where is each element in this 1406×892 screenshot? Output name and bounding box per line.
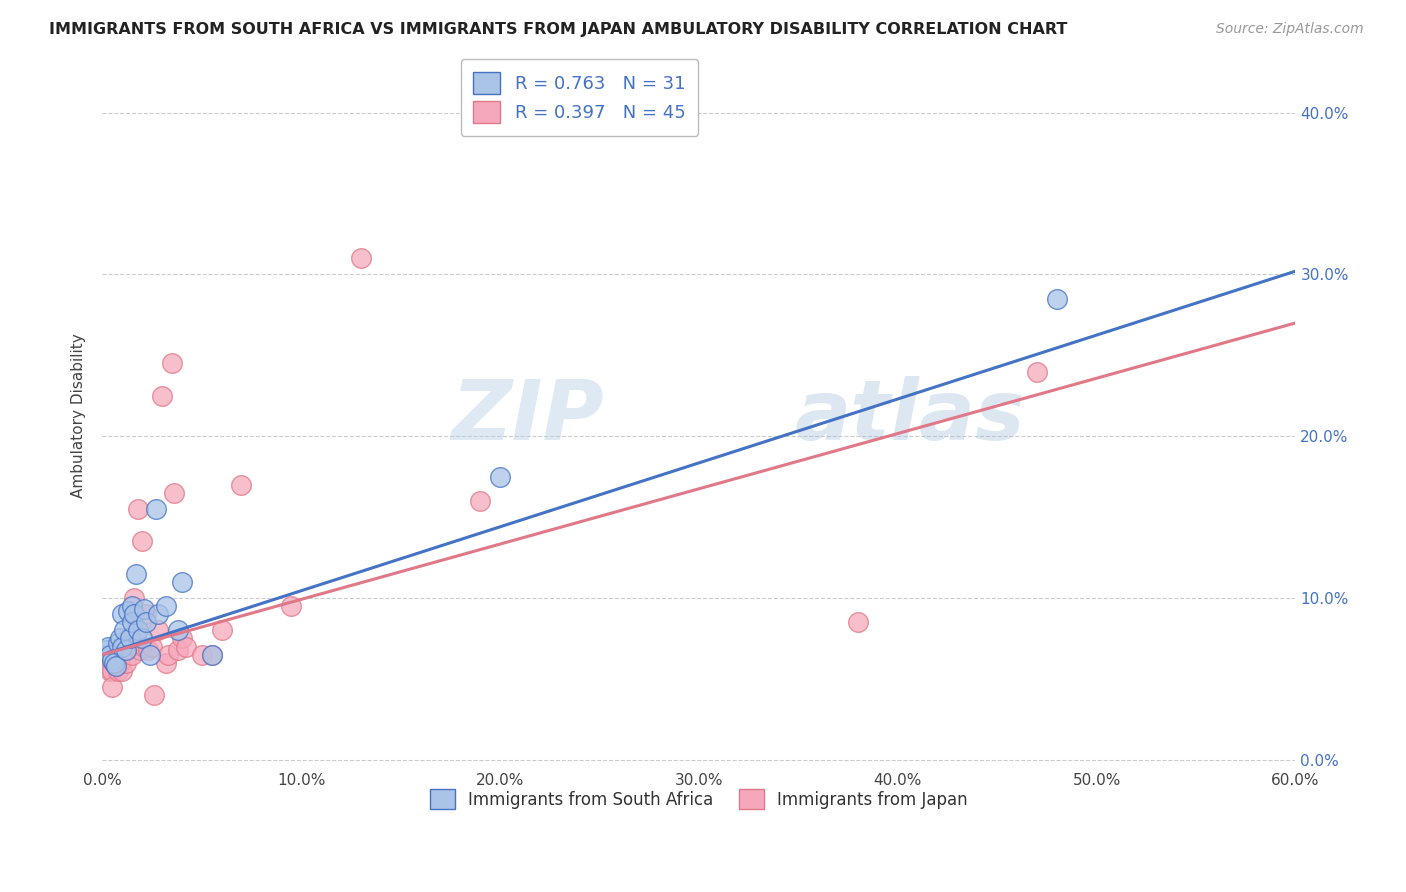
Point bbox=[132, 640, 155, 654]
Point bbox=[170, 574, 193, 589]
Point bbox=[145, 502, 167, 516]
Point bbox=[155, 599, 177, 614]
Point bbox=[112, 643, 135, 657]
Point bbox=[98, 648, 121, 662]
Point bbox=[111, 607, 134, 622]
Point bbox=[101, 652, 124, 666]
Point bbox=[117, 632, 139, 646]
Text: IMMIGRANTS FROM SOUTH AFRICA VS IMMIGRANTS FROM JAPAN AMBULATORY DISABILITY CORR: IMMIGRANTS FROM SOUTH AFRICA VS IMMIGRAN… bbox=[49, 22, 1067, 37]
Point bbox=[350, 252, 373, 266]
Point bbox=[136, 643, 159, 657]
Point bbox=[121, 599, 143, 614]
Y-axis label: Ambulatory Disability: Ambulatory Disability bbox=[72, 334, 86, 499]
Point bbox=[101, 664, 124, 678]
Point bbox=[115, 643, 138, 657]
Point bbox=[117, 604, 139, 618]
Point bbox=[122, 591, 145, 605]
Point bbox=[846, 615, 869, 630]
Point bbox=[160, 356, 183, 370]
Point bbox=[115, 656, 138, 670]
Point bbox=[108, 632, 131, 646]
Point bbox=[200, 648, 222, 662]
Point bbox=[170, 632, 193, 646]
Point bbox=[139, 648, 162, 662]
Point bbox=[166, 643, 188, 657]
Point bbox=[97, 640, 120, 654]
Point bbox=[231, 477, 253, 491]
Point bbox=[93, 648, 115, 662]
Point bbox=[146, 607, 169, 622]
Point bbox=[111, 664, 134, 678]
Point bbox=[468, 494, 491, 508]
Point bbox=[155, 656, 177, 670]
Point bbox=[111, 640, 134, 654]
Point bbox=[112, 624, 135, 638]
Text: ZIP: ZIP bbox=[451, 376, 603, 457]
Point bbox=[111, 648, 134, 662]
Point bbox=[166, 624, 188, 638]
Point bbox=[101, 680, 124, 694]
Point bbox=[118, 632, 141, 646]
Point bbox=[127, 502, 149, 516]
Legend: Immigrants from South Africa, Immigrants from Japan: Immigrants from South Africa, Immigrants… bbox=[423, 782, 974, 816]
Point bbox=[125, 624, 148, 638]
Point bbox=[103, 656, 125, 670]
Point bbox=[97, 659, 120, 673]
Point bbox=[211, 624, 233, 638]
Point bbox=[150, 389, 173, 403]
Point bbox=[489, 469, 512, 483]
Point bbox=[135, 607, 157, 622]
Point bbox=[125, 566, 148, 581]
Point bbox=[200, 648, 222, 662]
Point bbox=[103, 656, 125, 670]
Point bbox=[135, 615, 157, 630]
Point bbox=[174, 640, 197, 654]
Point bbox=[96, 656, 118, 670]
Point bbox=[156, 648, 179, 662]
Point bbox=[141, 640, 163, 654]
Point bbox=[1046, 292, 1069, 306]
Point bbox=[163, 486, 186, 500]
Point bbox=[98, 664, 121, 678]
Point bbox=[142, 688, 165, 702]
Text: Source: ZipAtlas.com: Source: ZipAtlas.com bbox=[1216, 22, 1364, 37]
Point bbox=[121, 615, 143, 630]
Point bbox=[105, 652, 128, 666]
Point bbox=[96, 643, 118, 657]
Point bbox=[107, 636, 129, 650]
Point bbox=[1025, 364, 1047, 378]
Point bbox=[131, 632, 153, 646]
Point bbox=[118, 640, 141, 654]
Point bbox=[121, 648, 143, 662]
Point bbox=[108, 656, 131, 670]
Point bbox=[280, 599, 302, 614]
Point bbox=[190, 648, 212, 662]
Point bbox=[132, 602, 155, 616]
Text: atlas: atlas bbox=[794, 376, 1025, 457]
Point bbox=[105, 659, 128, 673]
Point bbox=[127, 624, 149, 638]
Point bbox=[107, 664, 129, 678]
Point bbox=[129, 643, 152, 657]
Point bbox=[122, 607, 145, 622]
Point bbox=[131, 534, 153, 549]
Point bbox=[146, 624, 169, 638]
